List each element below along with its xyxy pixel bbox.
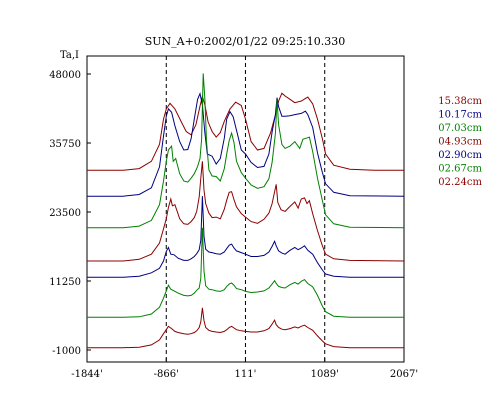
series-line-04.93cm: [87, 161, 405, 262]
y-axis-label: Ta,I: [60, 50, 79, 61]
legend-entry-02.90cm: 02.90cm: [438, 150, 482, 161]
series-line-02.67cm: [87, 227, 404, 318]
series-line-15.38cm: [87, 92, 404, 171]
legend-entry-07.03cm: 07.03cm: [438, 123, 482, 134]
y-tick-label-4: -1000: [52, 346, 81, 357]
y-tick-label-0: 48000: [49, 70, 81, 81]
x-tick-label-4: 2067': [390, 369, 418, 380]
legend-entry-15.38cm: 15.38cm: [438, 96, 482, 107]
y-tick-label-2: 23500: [49, 208, 81, 219]
legend-entry-02.67cm: 02.67cm: [438, 164, 482, 175]
x-tick-label-1: -866': [154, 369, 179, 380]
series-layer: [87, 73, 405, 349]
legend-entry-04.93cm: 04.93cm: [438, 137, 482, 148]
series-line-02.90cm: [87, 196, 404, 278]
legend-entry-02.24cm: 02.24cm: [438, 177, 482, 188]
y-tick-label-1: 35750: [49, 139, 81, 150]
y-axis-ticks: 48000 35750 23500 11250 -1000: [49, 70, 91, 357]
x-tick-label-2: 111': [235, 369, 257, 380]
x-tick-label-0: -1844': [71, 369, 103, 380]
y-tick-label-3: 11250: [49, 277, 81, 288]
chart-title: SUN_A+0:2002/01/22 09:25:10.330: [145, 35, 346, 48]
x-tick-label-3: 1089': [311, 369, 339, 380]
dashed-reference-lines: [165, 56, 326, 362]
series-line-07.03cm: [87, 73, 405, 229]
series-line-02.24cm: [87, 307, 404, 349]
series-line-10.17cm: [87, 92, 405, 197]
legend: 15.38cm 10.17cm 07.03cm 04.93cm 02.90cm 02.67…: [438, 96, 482, 188]
x-axis-ticks: -1844' -866' 111' 1089' 2067': [71, 358, 418, 380]
legend-entry-10.17cm: 10.17cm: [438, 110, 482, 121]
